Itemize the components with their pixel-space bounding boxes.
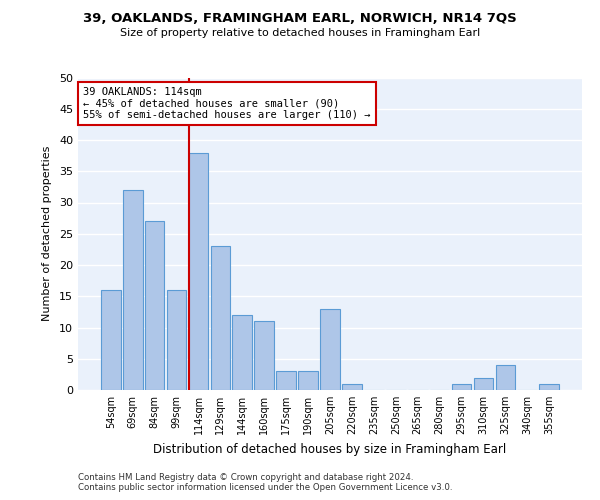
- Bar: [167, 290, 187, 390]
- Bar: [342, 384, 362, 390]
- Bar: [276, 371, 296, 390]
- Bar: [211, 246, 230, 390]
- Bar: [452, 384, 472, 390]
- Bar: [539, 384, 559, 390]
- Bar: [145, 221, 164, 390]
- Text: Size of property relative to detached houses in Framingham Earl: Size of property relative to detached ho…: [120, 28, 480, 38]
- Bar: [496, 365, 515, 390]
- Bar: [298, 371, 318, 390]
- Bar: [473, 378, 493, 390]
- Bar: [320, 308, 340, 390]
- Text: Contains HM Land Registry data © Crown copyright and database right 2024.: Contains HM Land Registry data © Crown c…: [78, 472, 413, 482]
- Bar: [101, 290, 121, 390]
- Bar: [254, 322, 274, 390]
- Bar: [188, 152, 208, 390]
- Bar: [123, 190, 143, 390]
- X-axis label: Distribution of detached houses by size in Framingham Earl: Distribution of detached houses by size …: [154, 442, 506, 456]
- Text: 39 OAKLANDS: 114sqm
← 45% of detached houses are smaller (90)
55% of semi-detach: 39 OAKLANDS: 114sqm ← 45% of detached ho…: [83, 87, 371, 120]
- Y-axis label: Number of detached properties: Number of detached properties: [42, 146, 52, 322]
- Text: 39, OAKLANDS, FRAMINGHAM EARL, NORWICH, NR14 7QS: 39, OAKLANDS, FRAMINGHAM EARL, NORWICH, …: [83, 12, 517, 26]
- Bar: [232, 315, 252, 390]
- Text: Contains public sector information licensed under the Open Government Licence v3: Contains public sector information licen…: [78, 484, 452, 492]
